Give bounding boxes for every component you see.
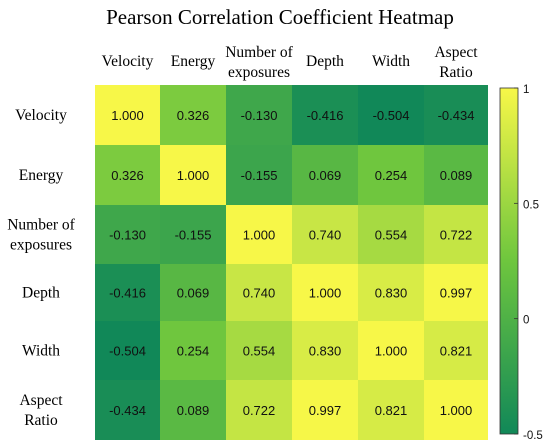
heatmap-cell (95, 85, 160, 145)
colorbar-tick-label: 0 (523, 315, 529, 327)
heatmap-cell (226, 85, 292, 145)
heatmap-cell (358, 264, 424, 321)
heatmap-cell (160, 321, 226, 380)
row-label: Width (22, 343, 60, 360)
row-label: Depth (22, 285, 60, 302)
heatmap-cell (292, 380, 358, 440)
colorbar-tick-label: -0.5 (523, 430, 543, 442)
heatmap-cell (160, 145, 226, 205)
column-label: Number of (225, 44, 293, 61)
cell-value-label: 1.000 (243, 228, 276, 243)
row-label: Aspect (19, 392, 63, 409)
row-labels: Velocity Energy Number of exposures Depth Wid… (7, 107, 75, 429)
heatmap-cell (424, 380, 488, 440)
cell-value-label: -0.155 (175, 228, 212, 243)
column-label: Width (372, 53, 410, 70)
colorbar-tick-label: 1 (523, 84, 529, 96)
heatmap-cell (292, 264, 358, 321)
cell-value-label: -0.504 (373, 108, 410, 123)
cell-value-label: -0.155 (241, 168, 278, 183)
cell-value-label: 0.997 (309, 403, 342, 418)
cell-value-label: 0.740 (243, 286, 276, 301)
heatmap-cell (226, 264, 292, 321)
heatmap-cell (358, 205, 424, 264)
cell-value-label: 0.830 (309, 344, 342, 359)
heatmap-cell (424, 321, 488, 380)
column-label: Velocity (102, 53, 154, 70)
row-label: Ratio (24, 412, 58, 429)
heatmap-cell (95, 145, 160, 205)
column-label: Energy (171, 53, 216, 70)
heatmap-cell (424, 85, 488, 145)
cell-value-label: -0.434 (109, 403, 146, 418)
cell-value-label: 0.089 (440, 168, 473, 183)
cell-value-label: 0.830 (375, 286, 408, 301)
heatmap-cell (358, 85, 424, 145)
cell-value-label: 1.000 (375, 344, 408, 359)
cell-value-label: -0.504 (109, 344, 146, 359)
column-label: exposures (228, 64, 290, 81)
cell-value-label: -0.416 (307, 108, 344, 123)
cell-value-label: 1.000 (309, 286, 342, 301)
cell-value-label: 0.722 (440, 228, 473, 243)
row-label: Velocity (15, 107, 67, 124)
cell-value-label: 0.254 (375, 168, 408, 183)
heatmap-cells: 1.000 0.326 -0.130 -0.416 -0.504 -0.434 0.326 1… (95, 85, 488, 440)
colorbar-gradient (499, 87, 519, 435)
cell-value-label: -0.434 (438, 108, 475, 123)
cell-value-label: 0.740 (309, 228, 342, 243)
heatmap-cell (226, 380, 292, 440)
heatmap-cell (160, 264, 226, 321)
colorbar: 1 0.5 0 -0.5 (499, 84, 543, 442)
column-label: Depth (306, 53, 344, 70)
cell-value-label: -0.130 (241, 108, 278, 123)
cell-value-label: 0.821 (440, 344, 473, 359)
row-label: Number of (7, 217, 75, 234)
row-label: exposures (10, 237, 72, 254)
heatmap-cell (95, 264, 160, 321)
heatmap-cell (160, 380, 226, 440)
heatmap-cell (292, 85, 358, 145)
cell-value-label: 1.000 (440, 403, 473, 418)
row-label: Energy (19, 167, 64, 184)
heatmap-cell (424, 205, 488, 264)
heatmap-cell (160, 205, 226, 264)
heatmap-cell (292, 145, 358, 205)
chart-title: Pearson Correlation Coefficient Heatmap (106, 5, 454, 29)
heatmap-cell (95, 205, 160, 264)
cell-value-label: -0.416 (109, 286, 146, 301)
heatmap-cell (292, 321, 358, 380)
cell-value-label: 0.997 (440, 286, 473, 301)
heatmap-cell (95, 380, 160, 440)
heatmap-cell (226, 205, 292, 264)
heatmap-cell (358, 380, 424, 440)
column-label: Ratio (439, 64, 473, 81)
heatmap-cell (358, 321, 424, 380)
cell-value-label: 0.554 (243, 344, 276, 359)
cell-value-label: 0.554 (375, 228, 408, 243)
heatmap-cell (424, 264, 488, 321)
cell-value-label: 1.000 (177, 168, 210, 183)
heatmap-cell (95, 321, 160, 380)
heatmap-cell (226, 321, 292, 380)
cell-value-label: 0.821 (375, 403, 408, 418)
heatmap-cell (226, 145, 292, 205)
cell-value-label: 0.326 (177, 108, 210, 123)
heatmap-cell (160, 85, 226, 145)
heatmap-cell (424, 145, 488, 205)
heatmap-cell (358, 145, 424, 205)
column-labels: Velocity Energy Number of exposures Depth Wid… (102, 44, 479, 81)
cell-value-label: 0.069 (309, 168, 342, 183)
cell-value-label: 0.069 (177, 286, 210, 301)
cell-value-label: 0.089 (177, 403, 210, 418)
colorbar-tick-label: 0.5 (523, 199, 539, 211)
cell-value-label: 0.722 (243, 403, 276, 418)
column-label: Aspect (434, 44, 478, 61)
heatmap-cell (292, 205, 358, 264)
cell-value-label: -0.130 (109, 228, 146, 243)
cell-value-label: 1.000 (111, 108, 144, 123)
cell-value-label: 0.254 (177, 344, 210, 359)
cell-value-label: 0.326 (111, 168, 144, 183)
